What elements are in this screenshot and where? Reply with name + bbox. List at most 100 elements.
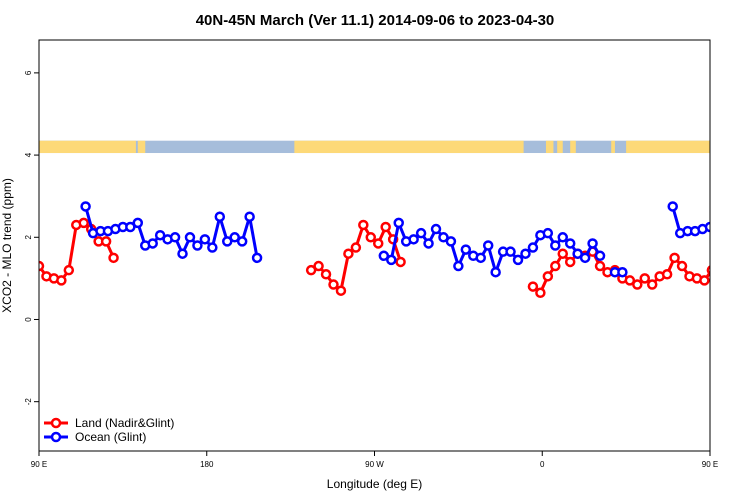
legend-entry: Ocean (Glint) (44, 430, 146, 444)
data-point (395, 256, 406, 268)
data-point (736, 239, 744, 247)
data-point (490, 266, 501, 278)
data-point (328, 279, 339, 290)
data-point (453, 260, 464, 272)
data-point (80, 201, 91, 212)
data-point (192, 240, 203, 251)
data-point (251, 252, 263, 264)
x-tick-label: 90 E (31, 460, 47, 469)
data-point (594, 250, 606, 262)
data-point (56, 275, 67, 286)
land-mask-segment (39, 140, 136, 154)
data-point (704, 221, 710, 233)
data-point (305, 264, 317, 276)
data-point (475, 252, 486, 264)
data-point (728, 242, 736, 250)
data-point (320, 269, 332, 280)
data-point (706, 265, 710, 276)
data-point (743, 231, 750, 239)
data-point (125, 221, 136, 233)
data-point (557, 248, 569, 259)
data-point (669, 252, 680, 264)
data-point (624, 275, 636, 286)
data-point (154, 229, 166, 241)
data-point (745, 237, 750, 245)
data-point (550, 240, 561, 251)
data-point (460, 244, 472, 255)
data-point (177, 248, 188, 259)
legend: Land (Nadir&Glint)Ocean (Glint) (44, 416, 174, 444)
data-point (343, 248, 354, 259)
data-point (358, 219, 369, 231)
data-point (78, 217, 89, 229)
x-tick-label: 90 E (702, 460, 718, 469)
series-ocean-glint (80, 201, 750, 278)
data-point (430, 223, 442, 235)
data-point (132, 217, 144, 229)
data-point (594, 260, 606, 272)
data-point (244, 211, 255, 222)
data-point (335, 285, 347, 296)
data-point (386, 254, 397, 266)
data-point (632, 279, 643, 290)
data-point (365, 232, 377, 243)
data-point (445, 236, 457, 247)
data-point (63, 264, 75, 276)
data-point (564, 256, 576, 268)
data-point (423, 238, 434, 249)
series-line (671, 206, 710, 236)
data-point (147, 238, 158, 249)
land-mask-segment (557, 140, 563, 154)
data-point (527, 242, 539, 253)
data-point (572, 248, 583, 259)
land-mask-segment (137, 140, 146, 154)
data-point (738, 237, 746, 245)
data-point (721, 219, 729, 227)
data-point (169, 232, 181, 243)
data-point (713, 223, 721, 231)
y-tick-label: -2 (24, 398, 33, 406)
data-point (550, 260, 561, 272)
y-tick-label: 6 (24, 70, 33, 75)
data-point (520, 248, 531, 259)
data-point (39, 260, 45, 272)
data-point (372, 238, 384, 249)
x-tick-label: 90 W (365, 460, 384, 469)
data-point (229, 232, 240, 243)
data-point (100, 236, 112, 247)
data-point (482, 240, 494, 251)
chart-title: 40N-45N March (Ver 11.1) 2014-09-06 to 2… (196, 12, 555, 29)
data-point (350, 242, 362, 253)
data-point (579, 252, 591, 264)
data-point (723, 219, 731, 227)
land-mask-segment (626, 140, 710, 154)
data-point (676, 260, 688, 272)
x-axis: 90 E 180 90 W 0 90 E (31, 451, 718, 469)
y-tick-label: 0 (24, 317, 33, 322)
data-point (108, 252, 119, 264)
data-point (199, 234, 211, 245)
data-point (408, 234, 419, 245)
data-point (222, 236, 233, 247)
data-point (715, 221, 723, 229)
data-point (617, 266, 628, 278)
data-point (542, 227, 554, 239)
data-point (184, 232, 196, 243)
land-mask-segment (545, 140, 554, 154)
data-point (378, 250, 390, 262)
data-point (646, 279, 658, 290)
data-point (313, 260, 324, 272)
data-point (667, 201, 678, 212)
y-axis: -2 0 2 4 6 (24, 70, 39, 405)
land-mask-segment (611, 140, 615, 154)
data-point (557, 232, 569, 243)
data-point (699, 275, 710, 286)
legend-entry: Land (Nadir&Glint) (44, 416, 174, 430)
y-tick-label: 2 (24, 235, 33, 240)
legend-marker (50, 431, 62, 443)
legend-marker (50, 417, 62, 429)
data-point (730, 225, 738, 233)
data-point (535, 287, 546, 299)
legend-label: Ocean (Glint) (75, 430, 146, 444)
x-axis-label: Longitude (deg E) (327, 477, 422, 491)
